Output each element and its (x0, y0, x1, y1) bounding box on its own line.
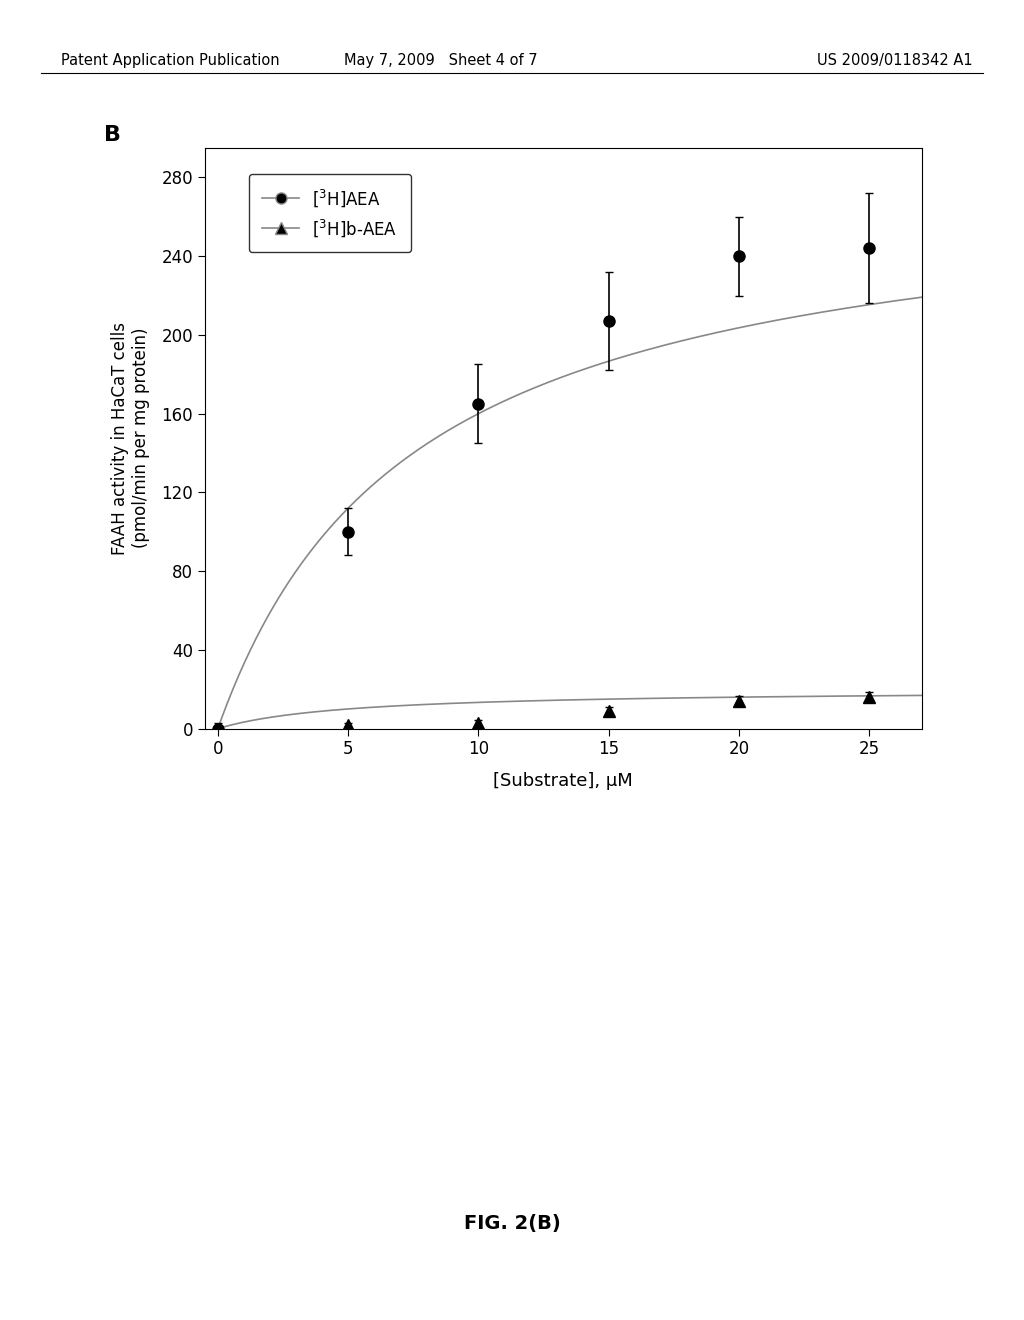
Text: US 2009/0118342 A1: US 2009/0118342 A1 (817, 53, 973, 67)
Text: FIG. 2(B): FIG. 2(B) (464, 1214, 560, 1233)
Y-axis label: FAAH activity in HaCaT cells
(pmol/min per mg protein): FAAH activity in HaCaT cells (pmol/min p… (112, 322, 151, 554)
Legend: [$^3$H]AEA, [$^3$H]b-AEA: [$^3$H]AEA, [$^3$H]b-AEA (249, 174, 411, 252)
X-axis label: [Substrate], μM: [Substrate], μM (494, 772, 633, 791)
Text: May 7, 2009   Sheet 4 of 7: May 7, 2009 Sheet 4 of 7 (343, 53, 538, 67)
Text: B: B (104, 124, 122, 145)
Text: Patent Application Publication: Patent Application Publication (61, 53, 281, 67)
